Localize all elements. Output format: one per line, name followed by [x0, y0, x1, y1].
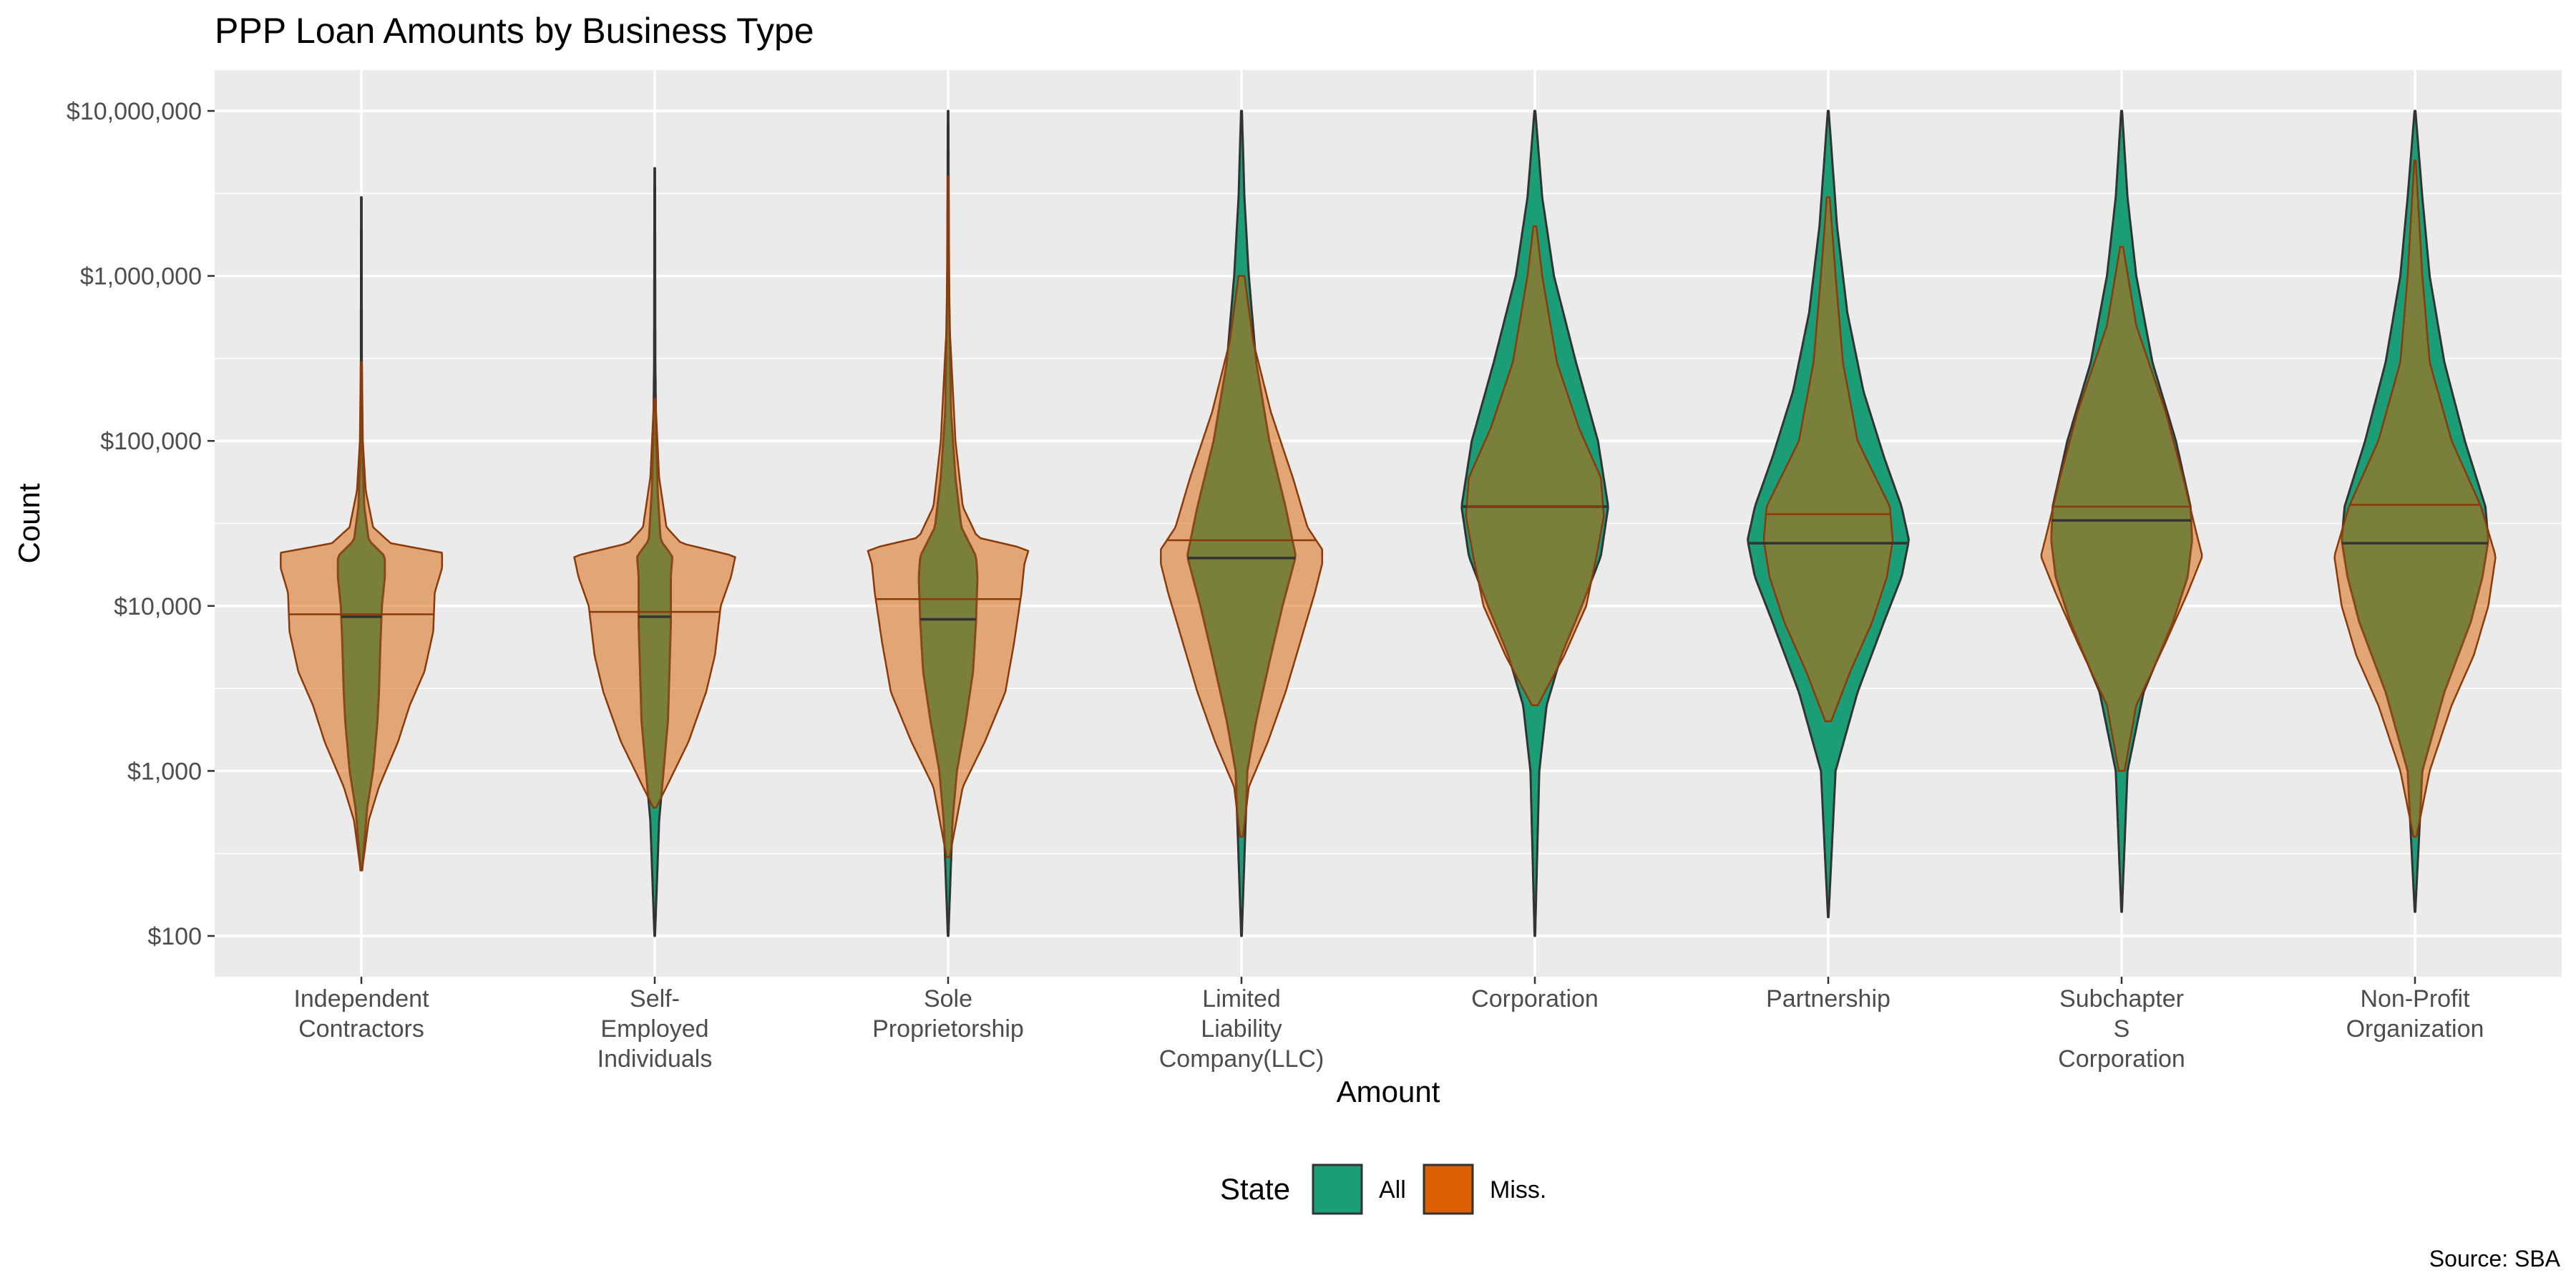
x-tick-label: Subchapter: [2059, 985, 2184, 1013]
y-axis: $100 $1,000 $10,000 $100,000 $1,000,000 $10,0…: [67, 98, 215, 950]
x-tick-label: Company(LLC): [1159, 1045, 1324, 1073]
x-tick-label: Corporation: [1471, 985, 1599, 1013]
y-tick-label: $100,000: [100, 428, 202, 455]
y-axis-title: Count: [12, 483, 46, 563]
x-tick-label: Liability: [1201, 1015, 1282, 1043]
x-tick-label: Independent: [293, 985, 429, 1013]
x-tick-label: Partnership: [1766, 985, 1890, 1013]
x-axis-title: Amount: [1337, 1075, 1440, 1108]
chart-title: PPP Loan Amounts by Business Type: [215, 11, 814, 51]
x-tick-label: Contractors: [298, 1015, 424, 1043]
x-tick-label: Employed: [600, 1015, 708, 1043]
y-tick-label: $1,000: [127, 758, 202, 785]
x-tick-label: Non-Profit: [2360, 985, 2470, 1013]
x-tick-label: S: [2114, 1015, 2130, 1043]
x-tick-label: Organization: [2346, 1015, 2484, 1043]
chart-caption: Source: SBA: [2429, 1246, 2561, 1272]
violins: [280, 109, 2497, 937]
median-lines-miss: [288, 504, 2481, 615]
x-tick-label: Proprietorship: [872, 1015, 1024, 1043]
legend: State All Miss.: [1220, 1163, 1546, 1215]
violin-body: [1762, 196, 1894, 723]
legend-key-all: [1312, 1163, 1363, 1215]
violin-body: [1465, 225, 1605, 706]
violin-body: [867, 175, 1030, 859]
legend-title: State: [1220, 1172, 1290, 1206]
x-tick-label: Limited: [1202, 985, 1281, 1013]
legend-label: All: [1379, 1176, 1406, 1204]
legend-label: Miss.: [1490, 1176, 1546, 1204]
x-tick-label: Individuals: [597, 1045, 713, 1073]
violin-body: [2040, 245, 2203, 772]
x-tick-label: Corporation: [2058, 1045, 2185, 1073]
legend-key-miss: [1423, 1163, 1474, 1215]
y-tick-label: $10,000,000: [67, 98, 202, 125]
x-tick-label: Self-: [630, 985, 680, 1013]
violin-body: [2333, 160, 2497, 838]
violin-body: [1160, 275, 1324, 838]
y-tick-label: $10,000: [114, 593, 202, 620]
x-tick-label: Sole: [924, 985, 972, 1013]
y-tick-label: $100: [147, 923, 202, 950]
y-tick-label: $1,000,000: [80, 263, 202, 291]
violin-body: [573, 398, 736, 809]
